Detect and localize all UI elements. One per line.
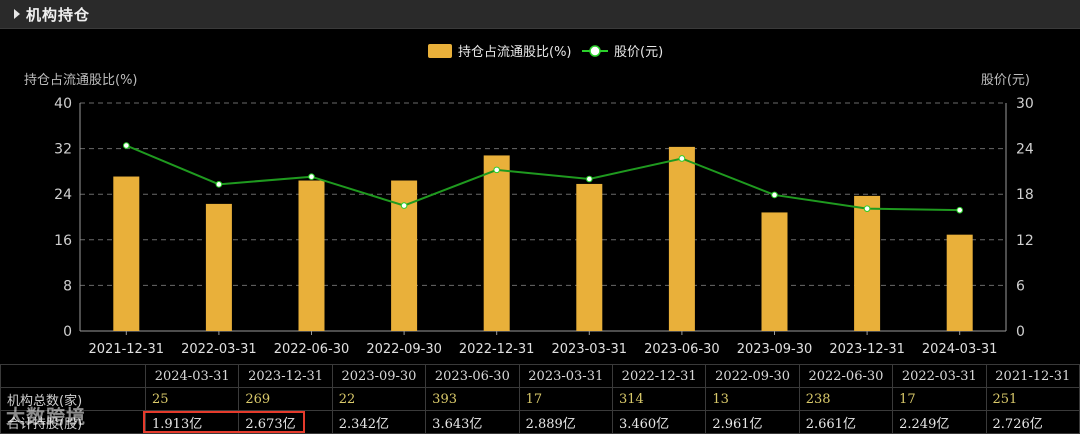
- total-shares: 2.342亿: [331, 410, 427, 434]
- date-header: 2022-09-30: [705, 364, 800, 388]
- total-shares: 1.913亿: [144, 410, 240, 434]
- row-label-institutions: 机构总数(家): [0, 387, 146, 411]
- x-tick-label: 2022-12-31: [459, 342, 535, 357]
- price-line: [125, 144, 960, 212]
- institution-count: 314: [611, 387, 707, 411]
- left-tick-label: 16: [54, 233, 72, 249]
- table-row: 合计持股(股) 1.913亿 2.673亿 2.342亿 3.643亿 2.88…: [0, 410, 1080, 434]
- price-point: [678, 155, 686, 162]
- section-header[interactable]: 机构持仓: [0, 0, 1080, 29]
- institution-count: 238: [798, 387, 894, 411]
- right-tick-label: 12: [1016, 233, 1034, 249]
- right-tick-label: 24: [1016, 142, 1034, 158]
- x-tick-label: 2023-03-31: [552, 342, 628, 357]
- highlight-box: [143, 411, 305, 433]
- x-tick-label: 2022-06-30: [274, 342, 350, 357]
- x-tick-label: 2023-06-30: [644, 342, 720, 357]
- left-tick-label: 40: [54, 96, 72, 112]
- institution-count: 17: [518, 387, 613, 411]
- left-tick-label: 24: [54, 187, 72, 203]
- bar: [113, 176, 140, 331]
- caret-right-icon: [14, 9, 20, 19]
- right-tick-label: 6: [1016, 278, 1025, 294]
- price-point: [308, 173, 315, 181]
- x-tick-label: 2023-09-30: [737, 342, 813, 357]
- price-point: [863, 205, 871, 212]
- bar: [854, 195, 881, 331]
- legend-line-label: 股价(元): [614, 45, 663, 60]
- legend-bar-swatch: [428, 44, 452, 58]
- bar: [946, 234, 973, 331]
- institution-count: 22: [331, 387, 427, 411]
- x-tick-label: 2022-03-31: [181, 342, 257, 357]
- holdings-chart: 0 8 16 24 32 40 0 6 12 18 24 30 持仓占流通股比(%) 股价(元) 2021-…: [24, 44, 1034, 357]
- legend-bar-label: 持仓占流通股比(%): [458, 45, 572, 60]
- date-header: 2022-03-31: [892, 364, 987, 388]
- price-point: [493, 166, 501, 174]
- holdings-table: 2024-03-31 2023-12-31 2023-09-30 2023-06…: [0, 364, 1080, 434]
- x-tick-label: 2022-09-30: [366, 342, 442, 357]
- institution-count: 393: [425, 387, 520, 411]
- bar: [761, 212, 788, 331]
- total-shares: 2.961亿: [705, 410, 800, 434]
- x-tick-label: 2024-03-31: [922, 342, 998, 357]
- total-shares: 2.661亿: [798, 410, 894, 434]
- date-header: 2024-03-31: [144, 364, 240, 388]
- date-header: 2022-06-30: [798, 364, 894, 388]
- x-tick-label: 2021-12-31: [89, 342, 165, 357]
- bar: [668, 146, 695, 331]
- date-header: 2021-12-31: [985, 364, 1080, 388]
- total-shares: 3.643亿: [425, 410, 520, 434]
- date-header: 2023-09-30: [331, 364, 427, 388]
- date-header: 2023-03-31: [518, 364, 613, 388]
- right-axis-title: 股价(元): [981, 73, 1030, 88]
- table-corner-cell: [0, 364, 146, 388]
- left-tick-label: 32: [54, 142, 72, 158]
- left-tick-label: 8: [63, 278, 72, 294]
- price-point: [586, 175, 593, 183]
- date-header: 2022-12-31: [611, 364, 707, 388]
- row-label-total-shares: 合计持股(股): [0, 410, 146, 434]
- bar: [205, 203, 232, 331]
- price-point: [123, 142, 130, 149]
- date-header: 2023-12-31: [238, 364, 333, 388]
- right-tick-label: 18: [1016, 187, 1034, 203]
- total-shares: 2.249亿: [892, 410, 987, 434]
- right-tick-label: 0: [1016, 324, 1025, 340]
- bar: [576, 183, 603, 331]
- left-tick-label: 0: [63, 324, 72, 340]
- right-tick-label: 30: [1016, 96, 1034, 112]
- bar: [483, 155, 510, 331]
- bar: [298, 180, 325, 331]
- institution-count: 251: [985, 387, 1080, 411]
- price-point: [215, 181, 223, 188]
- institution-count: 17: [892, 387, 987, 411]
- watermark: 大数跨境: [6, 406, 87, 428]
- date-header: 2023-06-30: [425, 364, 520, 388]
- price-point: [400, 202, 408, 209]
- table-header-row: 2024-03-31 2023-12-31 2023-09-30 2023-06…: [0, 364, 1080, 388]
- price-point: [771, 191, 778, 199]
- total-shares: 2.726亿: [985, 410, 1080, 434]
- table-row: 机构总数(家) 25 269 22 393 17 314 13 238 17 2…: [0, 387, 1080, 411]
- total-shares: 2.889亿: [518, 410, 613, 434]
- left-axis-title: 持仓占流通股比(%): [24, 73, 138, 88]
- legend-line-marker: [589, 45, 601, 57]
- price-point: [956, 206, 964, 214]
- institution-count: 25: [144, 387, 240, 411]
- institution-count: 13: [705, 387, 800, 411]
- institution-count: 269: [238, 387, 333, 411]
- section-title: 机构持仓: [26, 5, 91, 24]
- x-tick-label: 2023-12-31: [829, 342, 905, 357]
- total-shares: 3.460亿: [611, 410, 707, 434]
